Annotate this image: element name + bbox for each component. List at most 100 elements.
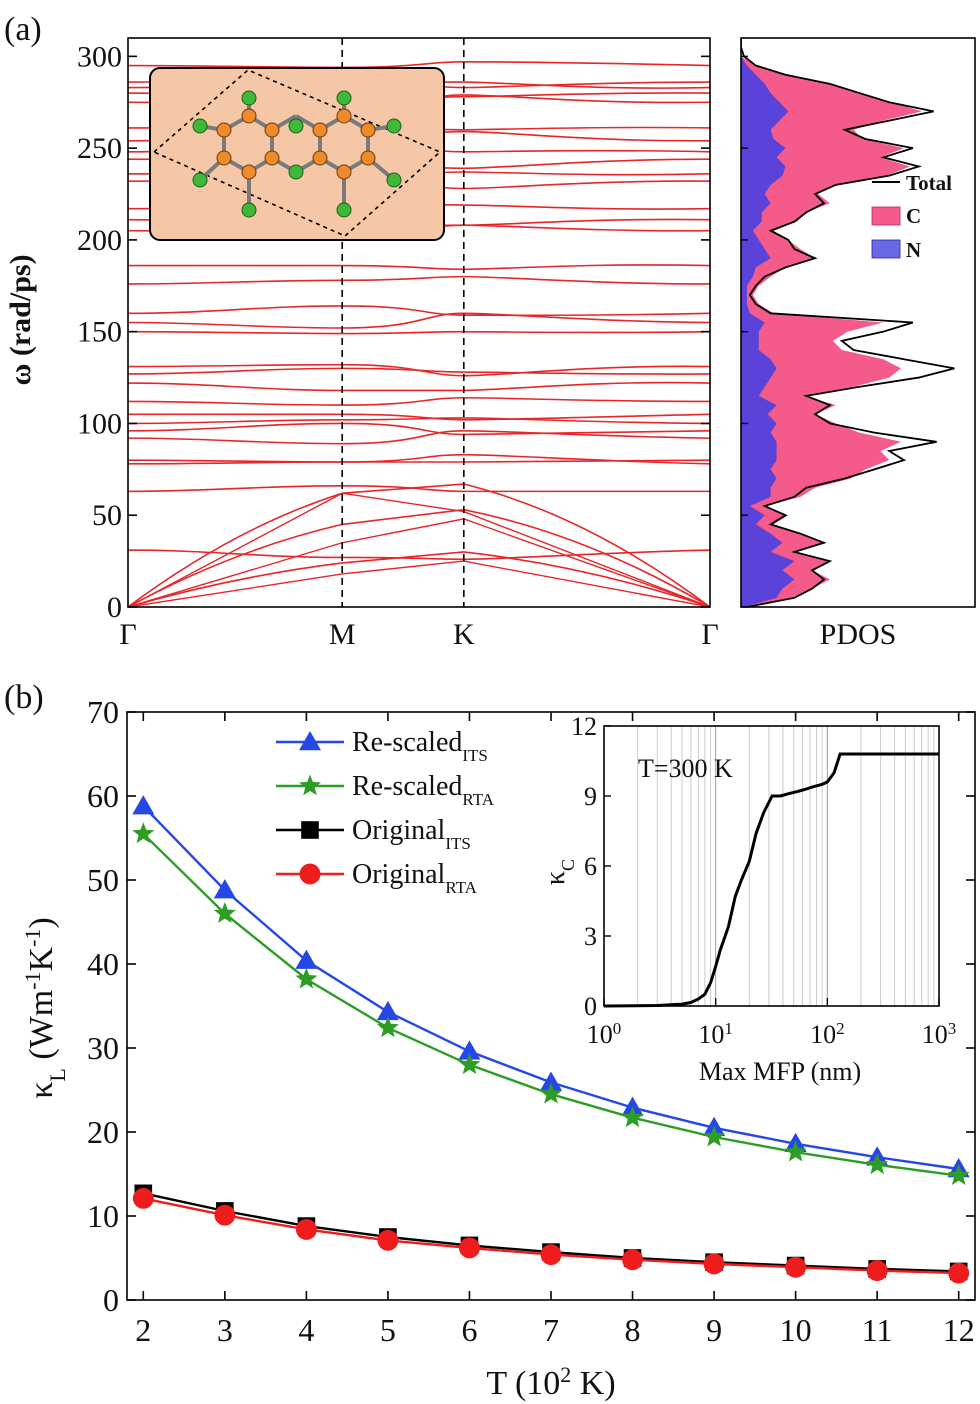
inset-x-tick-base: 10	[698, 1020, 724, 1049]
legend-label-sub: ITS	[462, 746, 488, 765]
marker-circle	[622, 1249, 643, 1271]
band-line	[128, 485, 710, 493]
band-line	[128, 396, 710, 406]
legend-c-label: C	[906, 204, 921, 228]
inset-y-tick-label: 6	[584, 852, 597, 881]
legend-n-label: N	[906, 238, 921, 262]
band-line	[128, 429, 710, 445]
legend-label-name: Re-scaled	[352, 727, 462, 758]
dispersion-y-axis-label: ω (rad/ps)	[4, 254, 37, 385]
carbon-atom	[241, 108, 257, 124]
carbon-atom	[336, 108, 352, 124]
kpoint-label: Γ	[701, 618, 718, 651]
inset-y-tick-label: 0	[584, 992, 597, 1021]
x-tick-label: 5	[380, 1312, 396, 1348]
nitrogen-atom	[386, 118, 402, 134]
marker-circle	[866, 1260, 888, 1282]
carbon-atom	[216, 150, 232, 166]
marker-circle	[540, 1244, 562, 1266]
carbon-atom	[336, 164, 352, 180]
band-line	[128, 61, 710, 69]
band-line	[128, 459, 710, 463]
structure-atoms	[152, 69, 442, 237]
marker-triangle	[540, 1071, 562, 1091]
x-tick-label: 6	[461, 1312, 477, 1348]
y-tick-label: 70	[87, 694, 119, 730]
carbon-atom	[264, 122, 280, 138]
marker-circle	[132, 1187, 154, 1209]
band-line	[128, 417, 710, 425]
x-tick-label: 7	[543, 1312, 559, 1348]
y-tick-label: 150	[77, 316, 122, 349]
marker-star	[947, 1164, 970, 1185]
marker-star	[621, 1106, 644, 1128]
marker-triangle	[132, 795, 155, 815]
x-tick-label: 2	[135, 1312, 151, 1348]
carbon-atom	[312, 122, 328, 138]
inset-x-tick-exp: 0	[613, 1019, 622, 1038]
marker-circle	[295, 1218, 317, 1240]
pdos-y-ticks	[741, 55, 748, 608]
marker-star	[299, 774, 321, 796]
kpoint-label: Γ	[119, 618, 136, 651]
band-line	[128, 381, 710, 392]
band-line	[128, 549, 710, 561]
inset-y-tick-label: 9	[584, 782, 597, 811]
legend-label: Re-scaledITS	[352, 727, 488, 765]
carbon-atom	[312, 150, 328, 166]
marker-triangle	[376, 1000, 399, 1021]
x-tick-label: 4	[298, 1312, 314, 1348]
structure-inset-background	[149, 67, 445, 241]
y-tick-label: 0	[103, 1282, 119, 1318]
crossing-branch	[128, 518, 710, 607]
x-tick-label: 8	[625, 1312, 641, 1348]
mfp-cumulative-line	[603, 752, 939, 1008]
inset-y-tick-label: 3	[584, 922, 597, 951]
marker-circle	[785, 1256, 807, 1278]
kappa-x-axis-label: T (102 K)	[486, 1362, 615, 1403]
pdos-frame	[740, 37, 976, 608]
y-tick-label: 50	[87, 862, 119, 898]
inset-y-tick-label: 12	[571, 712, 597, 741]
pdos-x-axis-label: PDOS	[820, 618, 897, 651]
pdos-c-area	[741, 38, 922, 607]
marker-star	[540, 1082, 562, 1104]
crossing-branch	[128, 560, 710, 607]
marker-triangle	[621, 1096, 644, 1116]
y-tick-label: 50	[92, 499, 122, 532]
legend-label-sub: ITS	[445, 834, 471, 853]
marker-star	[213, 902, 236, 923]
inset-x-tick-label: 103	[922, 1019, 957, 1050]
marker-circle	[703, 1253, 725, 1275]
legend-label-sub: RTA	[462, 790, 494, 809]
mfp-inset-x-axis-label: Max MFP (nm)	[699, 1057, 861, 1086]
mfp-inset-y-axis-label: κC	[540, 859, 578, 885]
band-line	[128, 422, 710, 436]
y-tick-label: 0	[107, 591, 122, 624]
kpoint-label: M	[329, 618, 356, 651]
kpoint-divider-lines	[341, 38, 465, 607]
panel-b-label: (b)	[4, 679, 44, 716]
inset-x-tick-base: 10	[922, 1020, 948, 1049]
kappa-series	[132, 795, 970, 1284]
marker-circle	[948, 1262, 970, 1284]
crossing-branch	[128, 492, 710, 607]
pdos-legend: Total C N	[871, 171, 952, 262]
legend-label-name: Re-scaled	[352, 771, 462, 802]
marker-star	[866, 1153, 889, 1175]
y-tick-label: 100	[77, 407, 122, 440]
x-tick-label: 12	[943, 1312, 975, 1348]
inset-x-tick-exp: 2	[836, 1019, 845, 1038]
marker-square	[301, 821, 319, 839]
legend-label-name: Original	[352, 859, 446, 890]
panel-a-label: (a)	[4, 11, 42, 48]
x-tick-label: 3	[217, 1312, 233, 1348]
kappa-legend: Re-scaledITSRe-scaledRTAOriginalITSOrigi…	[276, 727, 495, 897]
marker-star	[458, 1053, 481, 1075]
nitrogen-atom	[288, 118, 304, 134]
nitrogen-atom	[241, 90, 257, 106]
mfp-inset-gridlines	[637, 726, 940, 1006]
marker-star	[295, 967, 318, 989]
